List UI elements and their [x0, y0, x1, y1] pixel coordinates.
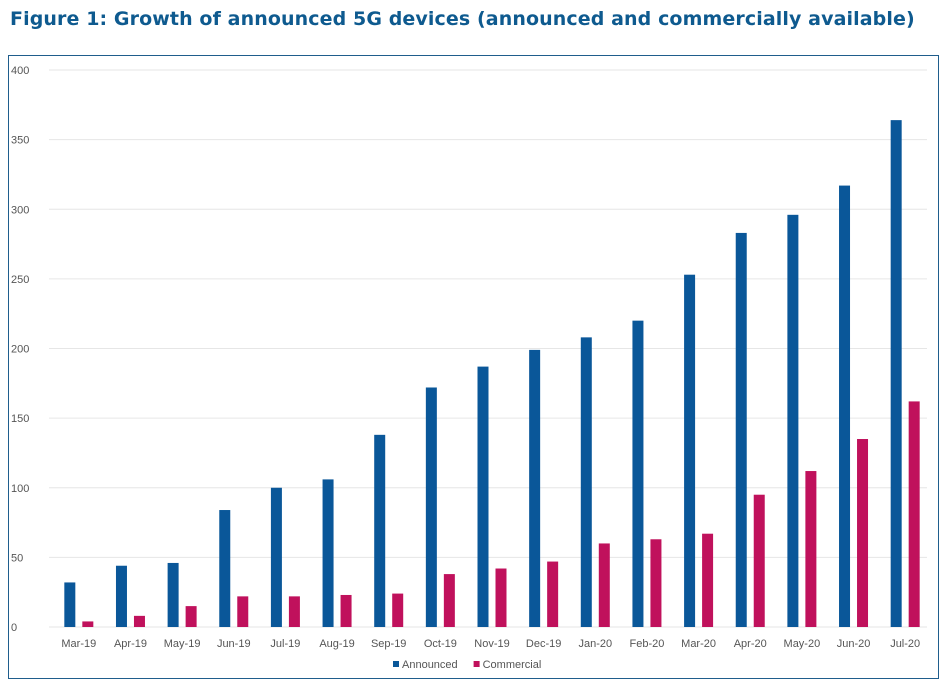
x-tick-label: Sep-19	[371, 638, 406, 650]
gridlines	[49, 69, 927, 628]
y-tick-label: 350	[11, 135, 29, 147]
bar-announced-feb-20	[632, 320, 644, 627]
x-tick-label: Feb-20	[630, 638, 665, 650]
bar-announced-oct-19	[425, 387, 437, 627]
bar-commercial-apr-20	[753, 494, 765, 627]
x-tick-label: Apr-19	[114, 638, 147, 650]
x-tick-label: Jul-19	[270, 638, 300, 650]
bar-announced-aug-19	[322, 479, 334, 627]
bar-announced-dec-19	[529, 349, 541, 627]
x-tick-label: Jun-19	[217, 638, 251, 650]
bar-announced-mar-19	[64, 582, 76, 627]
y-tick-label: 150	[11, 413, 29, 425]
bars	[64, 120, 920, 628]
bar-announced-jul-19	[270, 487, 282, 627]
y-tick-label: 0	[11, 622, 17, 634]
x-tick-label: Jun-20	[837, 638, 871, 650]
bar-announced-apr-19	[115, 565, 127, 627]
bar-commercial-jan-20	[598, 543, 610, 627]
bar-announced-nov-19	[477, 366, 489, 627]
x-axis-ticks: Mar-19 Apr-19 May-19 Jun-19 Jul-19 Aug-19 Sep-…	[61, 638, 920, 650]
x-tick-label: Jul-20	[890, 638, 920, 650]
bar-commercial-mar-20	[702, 533, 714, 627]
bar-announced-jan-20	[580, 337, 592, 627]
y-tick-label: 300	[11, 204, 29, 216]
bar-commercial-jul-20	[908, 401, 920, 627]
y-tick-label: 100	[11, 483, 29, 495]
x-tick-label: Oct-19	[424, 638, 457, 650]
bar-announced-apr-20	[735, 232, 747, 628]
figure-title: Figure 1: Growth of announced 5G devices…	[10, 8, 915, 30]
bar-commercial-may-20	[805, 471, 817, 627]
x-tick-label: Mar-20	[681, 638, 716, 650]
y-tick-label: 250	[11, 274, 29, 286]
bar-commercial-oct-19	[443, 574, 455, 627]
bar-announced-may-20	[787, 214, 799, 627]
bar-commercial-jul-19	[288, 596, 300, 627]
bar-commercial-aug-19	[340, 594, 352, 627]
x-tick-label: Nov-19	[474, 638, 509, 650]
bar-chart: 0 50 100 150 200 250 300 350 400 Mar-19 Apr-19 May…	[11, 65, 927, 671]
legend-label-announced: Announced	[402, 659, 458, 671]
x-tick-label: Mar-19	[61, 638, 96, 650]
bar-commercial-sep-19	[392, 593, 404, 627]
x-tick-label: May-19	[164, 638, 201, 650]
legend-swatch-commercial	[473, 661, 480, 667]
bar-commercial-dec-19	[547, 561, 559, 627]
x-tick-label: Jan-20	[578, 638, 612, 650]
y-tick-label: 400	[11, 65, 29, 77]
x-tick-label: May-20	[784, 638, 821, 650]
bar-commercial-jun-20	[857, 439, 869, 627]
bar-announced-may-19	[167, 562, 179, 627]
y-tick-label: 50	[11, 552, 23, 564]
bar-commercial-apr-19	[133, 615, 145, 627]
x-tick-label: Apr-20	[734, 638, 767, 650]
bar-commercial-mar-19	[82, 621, 94, 627]
legend-swatch-announced	[393, 661, 399, 667]
bar-announced-sep-19	[374, 434, 386, 627]
bar-announced-jun-19	[219, 510, 231, 627]
bar-announced-jul-20	[890, 120, 902, 627]
bar-commercial-jun-19	[237, 596, 249, 627]
x-tick-label: Aug-19	[319, 638, 354, 650]
bar-commercial-may-19	[185, 606, 197, 627]
bar-announced-jun-20	[839, 185, 851, 627]
y-axis-ticks: 0 50 100 150 200 250 300 350 400	[11, 65, 29, 634]
bar-commercial-feb-20	[650, 539, 662, 627]
legend-label-commercial: Commercial	[483, 659, 542, 671]
chart-frame: 0 50 100 150 200 250 300 350 400 Mar-19 Apr-19 May…	[8, 55, 939, 679]
y-tick-label: 200	[11, 344, 29, 356]
bar-commercial-nov-19	[495, 568, 507, 627]
x-tick-label: Dec-19	[526, 638, 561, 650]
bar-announced-mar-20	[684, 274, 696, 627]
legend: Announced Commercial	[393, 659, 541, 671]
